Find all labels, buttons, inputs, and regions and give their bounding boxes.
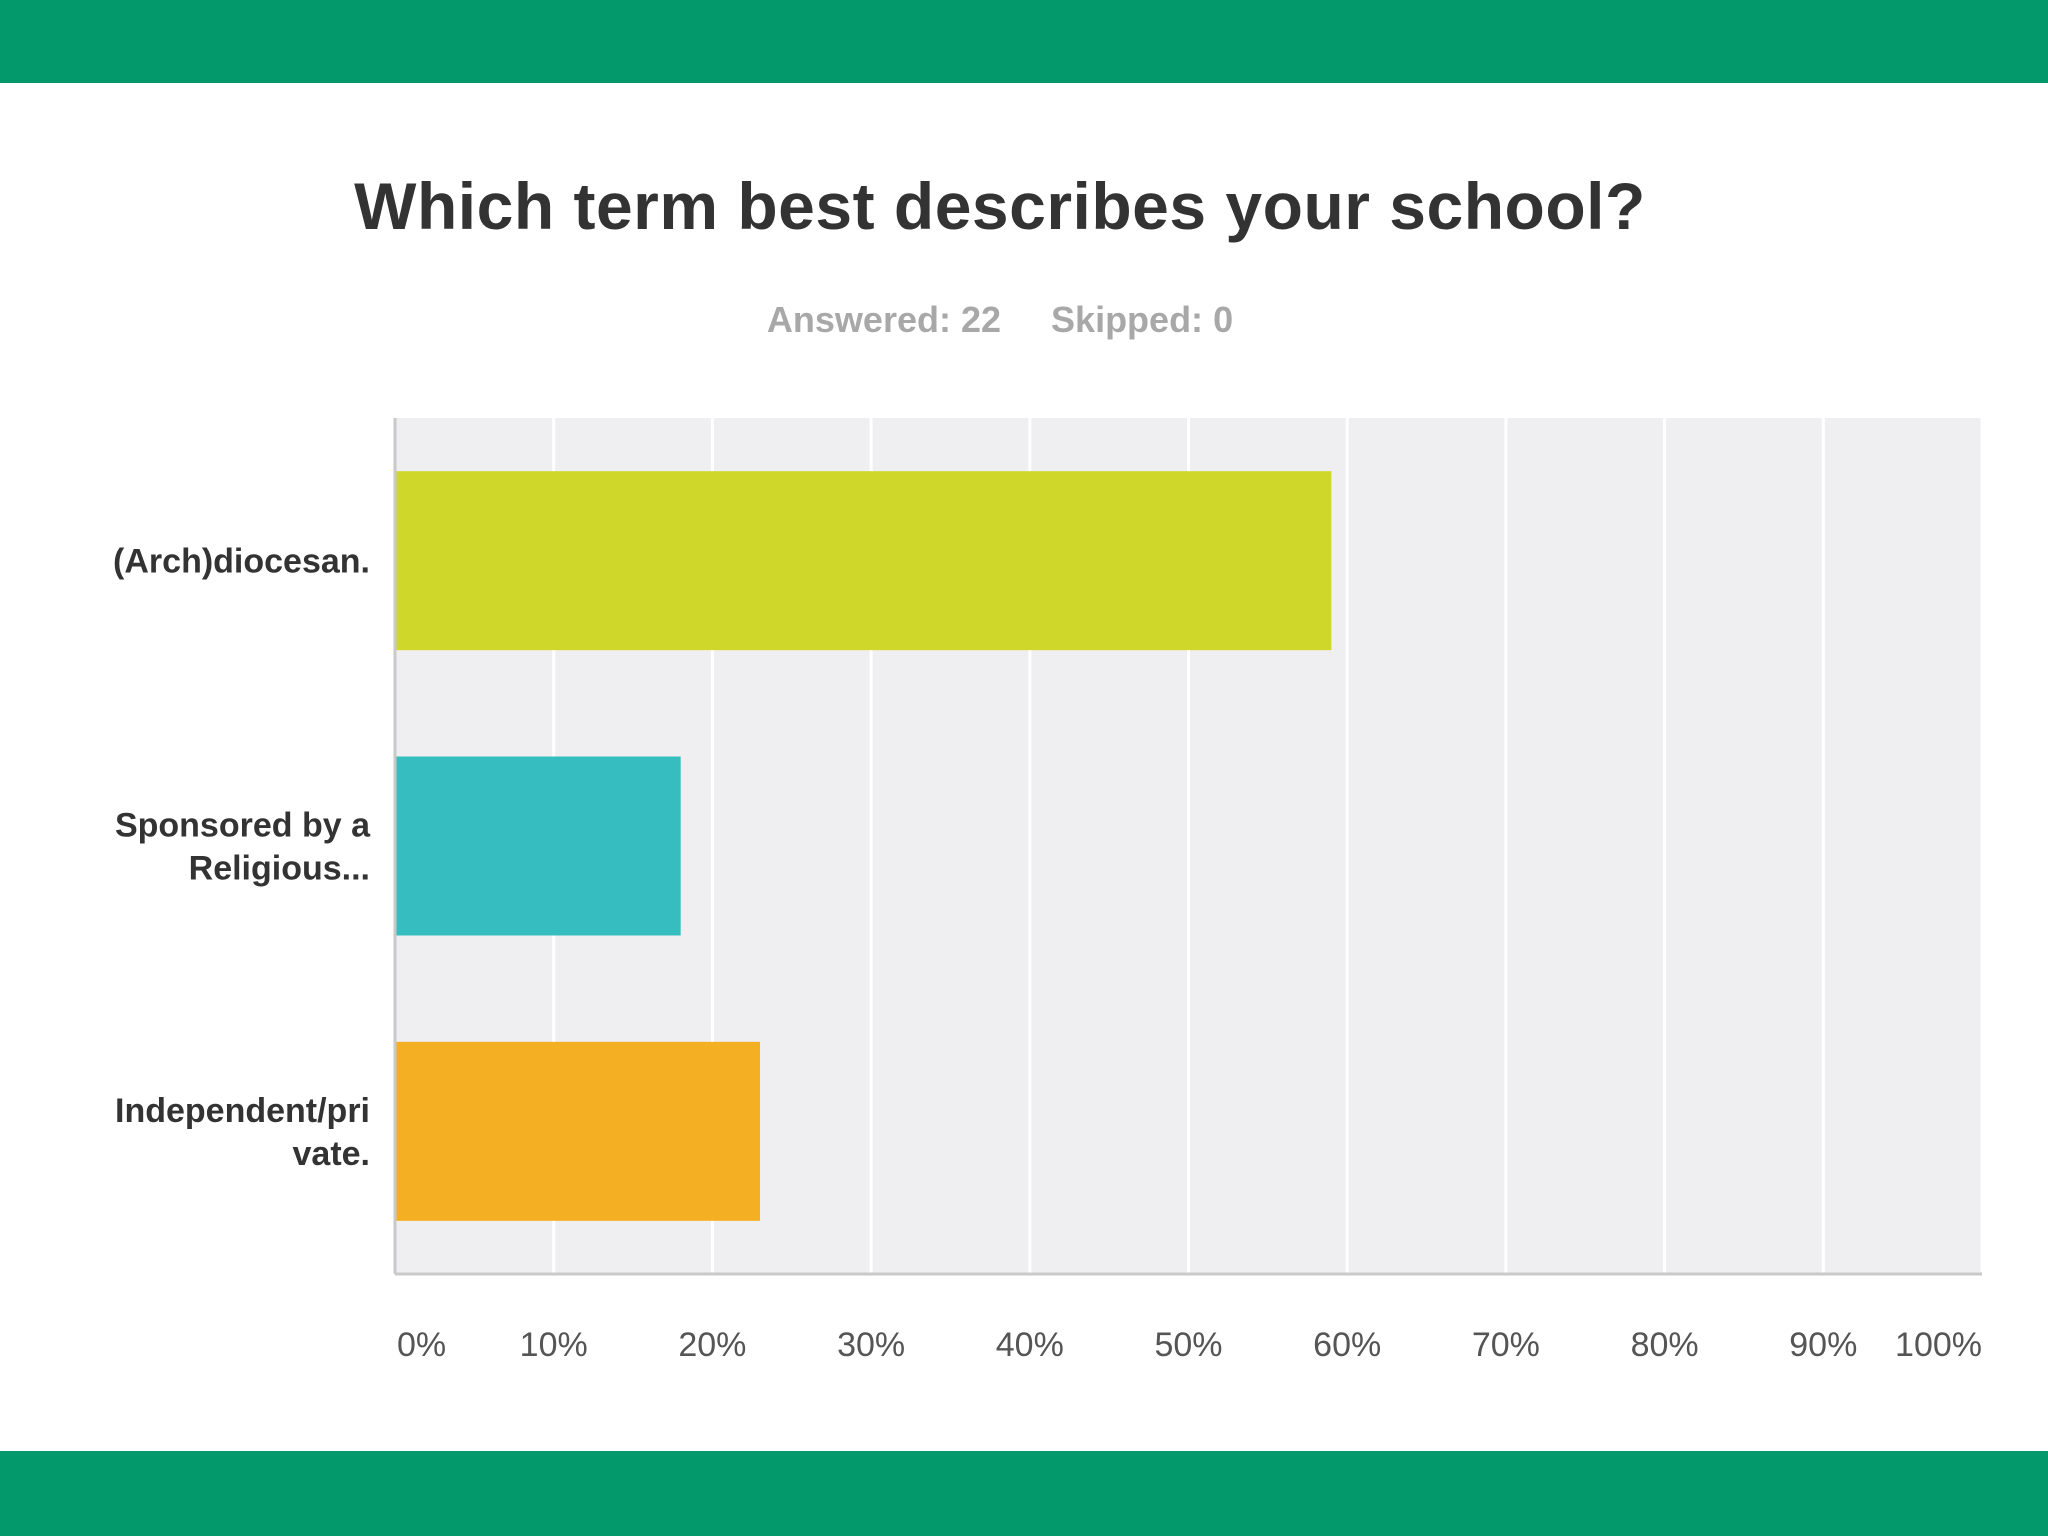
- x-tick-label: 30%: [837, 1326, 905, 1364]
- skipped-value: 0: [1213, 299, 1234, 340]
- category-label-line: Sponsored by a: [115, 807, 371, 845]
- x-tick-label: 10%: [520, 1326, 588, 1364]
- x-tick-label: 20%: [678, 1326, 746, 1364]
- x-tick-label: 100%: [1895, 1326, 1982, 1364]
- x-tick-label: 80%: [1631, 1326, 1699, 1364]
- answered-stat: Answered: 22: [767, 299, 1001, 341]
- chart-title: Which term best describes your school?: [354, 169, 1646, 243]
- x-tick-label: 90%: [1789, 1326, 1857, 1364]
- bar: [395, 471, 1332, 651]
- category-label-line: Religious...: [189, 850, 370, 888]
- answered-label: Answered:: [766, 299, 951, 340]
- category-label: Independent/pri vate.: [115, 1092, 370, 1173]
- x-tick-label: 40%: [996, 1326, 1064, 1364]
- bar: [395, 1041, 761, 1221]
- bottom-banner: [0, 1451, 2048, 1536]
- skipped-stat: Skipped: 0: [1051, 299, 1233, 341]
- x-tick-label: 60%: [1313, 1326, 1381, 1364]
- answered-value: 22: [960, 299, 1002, 340]
- x-tick-label: 70%: [1472, 1326, 1540, 1364]
- category-label-line: vate.: [293, 1135, 371, 1173]
- category-label-line: Independent/pri: [115, 1092, 370, 1130]
- x-tick-label: 0%: [397, 1326, 446, 1364]
- x-tick-label: 50%: [1154, 1326, 1222, 1364]
- category-label-line: (Arch)diocesan.: [113, 543, 370, 581]
- category-label: (Arch)diocesan.: [113, 543, 370, 581]
- bar: [395, 756, 681, 936]
- skipped-label: Skipped:: [1051, 299, 1204, 340]
- top-banner: [0, 0, 2048, 83]
- response-stats: Answered: 22 Skipped: 0: [0, 299, 2000, 341]
- category-label: Sponsored by a Religious...: [115, 807, 371, 888]
